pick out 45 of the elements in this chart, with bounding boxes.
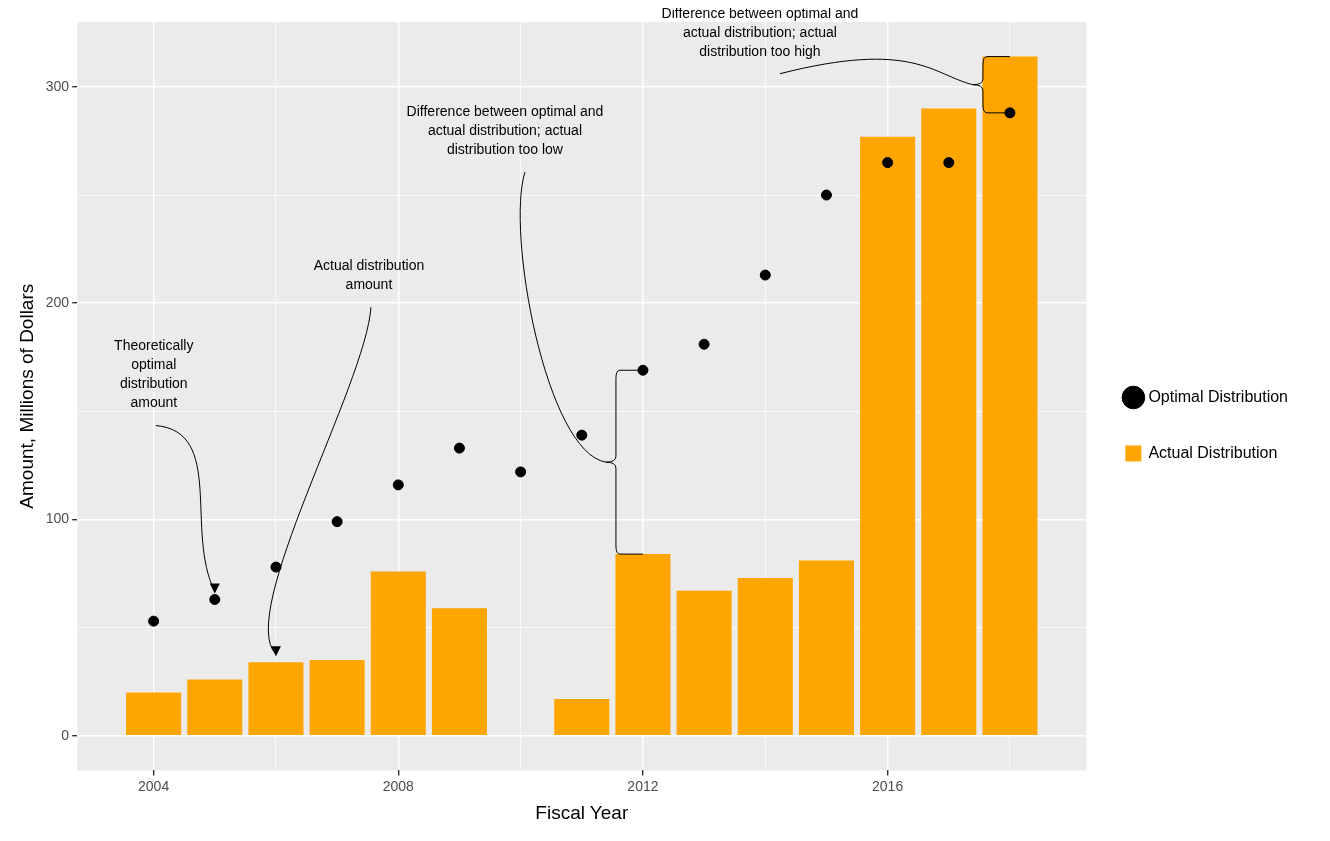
bar (737, 577, 793, 736)
y-tick-label: 200 (45, 294, 70, 311)
x-tick-label: 2008 (382, 777, 415, 794)
point (698, 338, 710, 350)
point (882, 157, 894, 169)
point (759, 269, 771, 281)
annotation: Theoretically optimal distribution amount (114, 337, 194, 411)
bar (248, 662, 304, 736)
point (453, 442, 465, 454)
point (943, 157, 955, 169)
x-tick-label: 2004 (138, 777, 170, 794)
bar (982, 56, 1038, 736)
bar (187, 679, 243, 736)
bar (126, 692, 182, 736)
bar (431, 608, 487, 736)
point (270, 561, 282, 573)
point (637, 364, 649, 376)
annotation: Actual distribution amount (313, 257, 425, 293)
legend-label: Optimal Distribution (1148, 387, 1289, 405)
bar (309, 660, 365, 736)
point (576, 429, 588, 441)
y-tick-label: 0 (61, 726, 70, 743)
point (1004, 107, 1016, 119)
x-axis-title: Fiscal Year (535, 801, 629, 823)
bar (798, 560, 854, 736)
point (331, 516, 343, 528)
bar (921, 108, 977, 736)
annotation: Difference between optimal and actual distribution; actual distribution too high (661, 4, 859, 59)
bar (860, 136, 916, 736)
x-tick-label: 2012 (627, 777, 659, 794)
y-tick-label: 100 (45, 510, 70, 527)
bar (615, 554, 671, 736)
bar (554, 699, 610, 736)
bar (676, 590, 732, 736)
point (148, 615, 160, 627)
y-axis-title: Amount, Millions of Dollars (15, 283, 37, 509)
legend-label: Actual Distribution (1148, 443, 1278, 461)
y-tick-label: 300 (45, 77, 70, 94)
bar (370, 571, 426, 736)
point (392, 479, 404, 491)
point (515, 466, 527, 478)
x-tick-label: 2016 (872, 777, 904, 794)
point (820, 189, 832, 201)
point (209, 594, 221, 606)
annotation: Difference between optimal and actual distribution; actual distribution too low (406, 103, 604, 158)
